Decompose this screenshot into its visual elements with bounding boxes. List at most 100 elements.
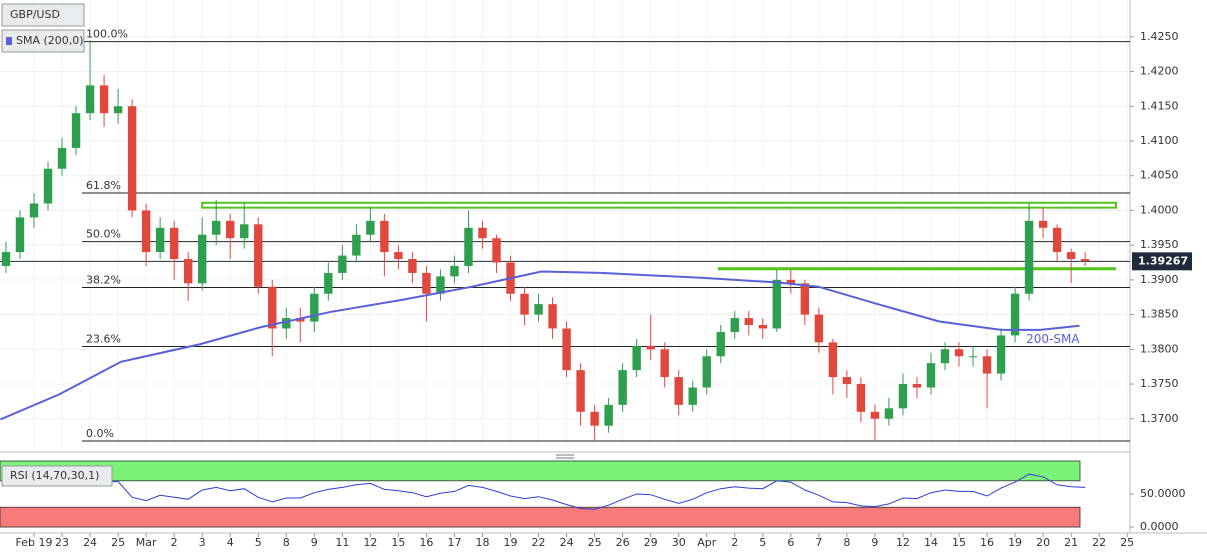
candle-body <box>296 318 305 322</box>
candle-body <box>352 234 361 256</box>
x-tick-label: 20 <box>1036 536 1050 549</box>
candle-body <box>716 331 725 357</box>
candle-body <box>1024 220 1034 294</box>
y-tick-label: 1.4100 <box>1140 134 1179 147</box>
candle-body <box>1066 252 1076 260</box>
rsi-box[interactable] <box>1 465 113 487</box>
candle-body <box>968 356 978 358</box>
candle-body <box>856 384 866 412</box>
rsi-band <box>0 460 1081 482</box>
x-tick-label: 15 <box>391 536 405 549</box>
x-tick-label: 25 <box>588 536 602 549</box>
candle-body <box>1052 227 1062 253</box>
candle-body <box>674 377 683 405</box>
candle-body <box>394 252 403 260</box>
x-tick-label: Mar <box>136 536 157 549</box>
x-tick-label: 22 <box>1092 536 1106 549</box>
x-tick-label: 19 <box>1008 536 1022 549</box>
last-price-label: 1.39267 <box>1138 254 1188 267</box>
candle-body <box>870 411 880 419</box>
fib-label: 23.6% <box>86 333 121 346</box>
candle-body <box>366 220 375 235</box>
candle-body <box>43 168 53 204</box>
x-tick-label: Apr <box>697 536 717 549</box>
y-tick-label: 1.4250 <box>1140 30 1179 43</box>
x-tick-label: 19 <box>504 536 518 549</box>
x-tick-label: 25 <box>111 536 125 549</box>
x-tick-label: 12 <box>363 536 377 549</box>
x-tick-label: 8 <box>843 536 850 549</box>
drag-handle[interactable] <box>556 454 574 459</box>
x-tick-label: 15 <box>952 536 966 549</box>
candle-body <box>268 286 277 329</box>
symbol-box[interactable] <box>1 3 85 27</box>
candle-body <box>884 408 894 419</box>
candle-body <box>702 356 711 388</box>
rsi-title: RSI (14,70,30,1) <box>10 469 99 482</box>
x-tick-label: 11 <box>335 536 349 549</box>
candle-body <box>744 318 753 325</box>
candle-body <box>380 220 389 253</box>
x-tick-label: 22 <box>532 536 546 549</box>
y-tick-label: 1.3800 <box>1140 342 1179 355</box>
indicator-box[interactable] <box>1 29 85 53</box>
x-tick-label: 2 <box>731 536 738 549</box>
candle-body <box>842 377 852 385</box>
candle-body <box>240 224 249 239</box>
y-tick-label: 1.4000 <box>1140 203 1179 216</box>
candle-body <box>646 345 655 350</box>
candle-body <box>197 234 207 284</box>
candle-body <box>324 272 333 294</box>
candle-body <box>520 293 529 315</box>
candle-body <box>926 363 936 388</box>
y-tick-label: 1.3950 <box>1140 238 1179 251</box>
candle-body <box>464 227 473 266</box>
x-tick-label: 17 <box>447 536 461 549</box>
candle-body <box>29 203 39 218</box>
candle-body <box>562 328 571 371</box>
candle-body <box>772 279 782 329</box>
x-tick-label: 16 <box>980 536 994 549</box>
x-tick-label: 21 <box>1064 536 1078 549</box>
candle-body <box>786 279 796 284</box>
candle-body <box>800 283 810 315</box>
candle-body <box>226 220 235 239</box>
candle-body <box>758 325 768 329</box>
x-tick-label: 3 <box>199 536 206 549</box>
candle-body <box>940 349 950 364</box>
candle-body <box>71 113 81 148</box>
x-tick-label: Feb 19 <box>16 536 53 549</box>
x-tick-label: 7 <box>815 536 822 549</box>
candle-body <box>478 227 487 239</box>
candle-body <box>534 304 543 315</box>
candle-body <box>99 85 109 114</box>
candle-body <box>141 210 151 253</box>
y-tick-label: 1.3850 <box>1140 308 1179 321</box>
candle-body <box>338 255 347 273</box>
candle-body <box>254 224 263 287</box>
candle-body <box>169 227 179 260</box>
plot-layer: 1.4250 1.4200 1.4150 1.4100 1.4050 1.4000 1.39… <box>0 0 1192 549</box>
y-tick-label: 0.0000 <box>1140 520 1179 533</box>
fib-label: 50.0% <box>86 228 121 241</box>
candle-body <box>1080 259 1090 262</box>
x-tick-label: 4 <box>227 536 234 549</box>
fib-label: 0.0% <box>86 427 114 440</box>
x-tick-label: 23 <box>55 536 69 549</box>
candle-body <box>912 384 922 388</box>
x-tick-label: 14 <box>924 536 938 549</box>
candle-body <box>996 335 1006 374</box>
candle-body <box>548 304 557 329</box>
sma-annotation: 200-SMA <box>1026 332 1080 346</box>
candle-body <box>127 106 137 211</box>
x-tick-label: 9 <box>871 536 878 549</box>
candle-body <box>660 349 669 378</box>
candle-body <box>310 293 319 322</box>
candle-body <box>982 356 992 374</box>
chart-title: GBP/USD <box>10 8 60 21</box>
y-tick-label: 1.4150 <box>1140 99 1179 112</box>
x-tick-label: 26 <box>616 536 630 549</box>
candle-body <box>898 384 908 409</box>
candle-body <box>436 276 445 294</box>
